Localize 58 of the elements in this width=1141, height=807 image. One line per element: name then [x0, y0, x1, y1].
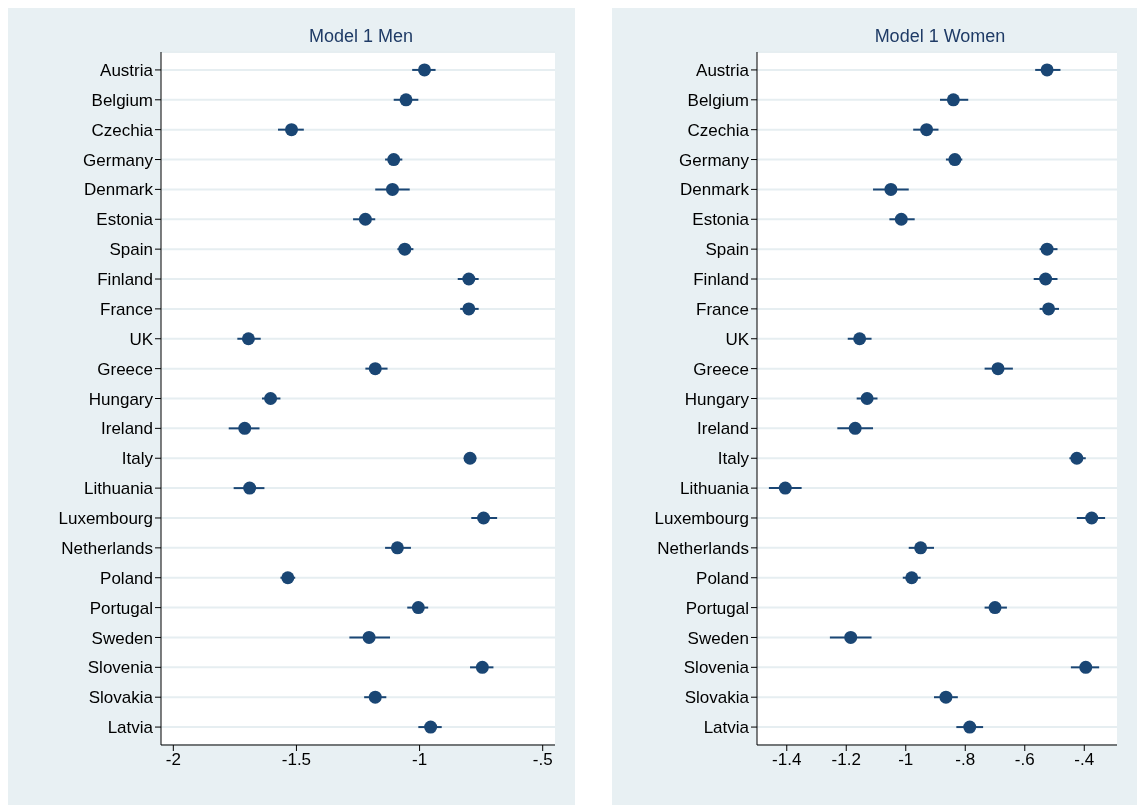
y-tick-label: Czechia — [687, 120, 750, 140]
y-tick-label: Lithuania — [83, 479, 154, 499]
y-tick-label: Germany — [83, 150, 154, 170]
y-tick-label: Luxembourg — [654, 509, 749, 529]
y-tick-label: Slovakia — [88, 688, 154, 708]
y-tick-label: Latvia — [107, 718, 154, 738]
y-tick-label: Austria — [696, 60, 750, 80]
x-tick-label: -2 — [165, 750, 181, 770]
y-tick-label: Estonia — [96, 210, 154, 230]
y-tick-label: Belgium — [91, 90, 153, 110]
y-tick-label: UK — [725, 329, 750, 349]
y-tick-label: Portugal — [685, 598, 749, 618]
y-tick-label: Belgium — [687, 90, 749, 110]
y-tick-label: Denmark — [680, 180, 750, 200]
y-tick-label: Italy — [121, 449, 154, 469]
x-tick-label: -1 — [412, 750, 428, 770]
y-tick-label: Greece — [693, 359, 749, 379]
y-tick-label: Germany — [679, 150, 750, 170]
y-tick-label: Hungary — [684, 389, 750, 409]
x-tick-label: -.5 — [532, 750, 553, 770]
y-tick-label: Lithuania — [679, 479, 750, 499]
x-tick-label: -.4 — [1074, 750, 1095, 770]
y-tick-label: Greece — [97, 359, 153, 379]
y-tick-label: Poland — [100, 568, 153, 588]
y-tick-label: Spain — [109, 240, 153, 260]
chart-title: Model 1 Men — [307, 26, 415, 47]
y-tick-label: Sweden — [91, 628, 153, 648]
y-tick-label: Netherlands — [657, 538, 749, 558]
y-tick-label: Italy — [717, 449, 750, 469]
y-tick-label: Finland — [693, 270, 749, 290]
y-tick-label: Hungary — [88, 389, 154, 409]
chart-title: Model 1 Women — [873, 26, 1007, 47]
x-tick-label: -1 — [898, 750, 914, 770]
x-tick-label: -1.2 — [831, 750, 861, 770]
y-tick-label: Slovakia — [684, 688, 750, 708]
y-tick-label: Slovenia — [683, 658, 750, 678]
x-tick-label: -1.4 — [772, 750, 802, 770]
y-tick-label: UK — [129, 329, 154, 349]
y-tick-label: Ireland — [697, 419, 749, 439]
y-tick-label: Slovenia — [87, 658, 154, 678]
y-tick-label: Ireland — [101, 419, 153, 439]
y-tick-label: Sweden — [687, 628, 749, 648]
y-tick-label: Luxembourg — [58, 509, 153, 529]
x-tick-label: -.6 — [1014, 750, 1035, 770]
y-tick-label: Portugal — [89, 598, 153, 618]
y-tick-label: Austria — [100, 60, 154, 80]
x-tick-label: -1.5 — [281, 750, 312, 770]
y-tick-label: Netherlands — [61, 538, 153, 558]
y-tick-label: Spain — [705, 240, 749, 260]
x-tick-label: -.8 — [955, 750, 976, 770]
y-tick-label: Poland — [696, 568, 749, 588]
y-tick-label: France — [696, 299, 749, 319]
y-tick-label: Finland — [97, 270, 153, 290]
y-tick-label: Denmark — [84, 180, 154, 200]
y-tick-label: Czechia — [91, 120, 154, 140]
y-tick-label: Estonia — [692, 210, 750, 230]
y-tick-label: France — [100, 299, 153, 319]
y-tick-label: Latvia — [703, 718, 750, 738]
